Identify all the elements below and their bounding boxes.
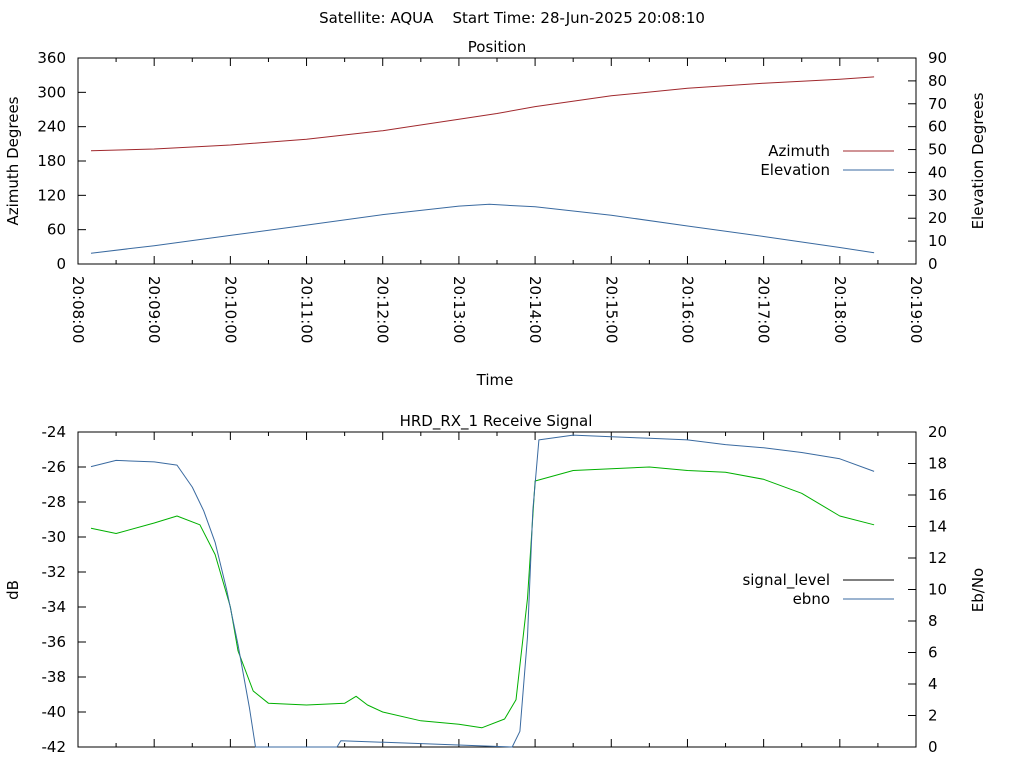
signal-y-tick-label: -32 <box>42 563 67 581</box>
position-x-tick-label: 20:10:00 <box>221 276 239 343</box>
position-chart: Position Azimuth Degrees Elevation Degre… <box>4 38 987 389</box>
position-x-tick-label: 20:14:00 <box>526 276 544 343</box>
position-y2-tick-label: 0 <box>928 255 938 273</box>
signal-chart: HRD_RX_1 Receive Signal dB Eb/No -42 -40 -… <box>4 412 987 756</box>
position-chart-title: Position <box>468 38 526 56</box>
position-y2-tick-label: 60 <box>928 118 947 136</box>
signal-y2-tick-label: 12 <box>928 549 947 567</box>
position-legend: Azimuth Elevation <box>760 142 894 179</box>
signal-y-tick-label: -24 <box>42 423 67 441</box>
position-ticks: 0 60 120 180 240 300 360 0 10 20 30 40 50 60 70 80 90 20:… <box>37 49 947 343</box>
header-title: Satellite: AQUA Start Time: 28-Jun-2025 … <box>319 9 705 27</box>
position-y-tick-label: 360 <box>37 49 66 67</box>
signal-y2-tick-label: 6 <box>928 644 938 662</box>
signal-y-tick-label: -30 <box>42 528 67 546</box>
signal-chart-title: HRD_RX_1 Receive Signal <box>400 412 593 431</box>
signal-y2-tick-label: 14 <box>928 518 947 536</box>
position-x-axis-label: Time <box>476 371 514 389</box>
position-y-tick-label: 240 <box>37 118 66 136</box>
position-x-tick-label: 20:17:00 <box>755 276 773 343</box>
signal-y-tick-label: -26 <box>42 458 67 476</box>
position-x-tick-label: 20:11:00 <box>298 276 316 343</box>
position-series <box>90 76 875 254</box>
position-y-tick-label: 180 <box>37 152 66 170</box>
signal-series <box>90 434 875 748</box>
signal-legend: signal_level ebno <box>742 571 894 608</box>
position-x-tick-label: 20:13:00 <box>450 276 468 343</box>
position-y-tick-label: 60 <box>47 221 66 239</box>
signal-y2-tick-label: 8 <box>928 612 938 630</box>
position-y-tick-label: 0 <box>56 255 66 273</box>
signal-series-signal-level <box>90 466 875 729</box>
signal-y2-tick-label: 16 <box>928 486 947 504</box>
position-y2-axis-label: Elevation Degrees <box>969 92 987 229</box>
position-x-tick-label: 20:15:00 <box>602 276 620 343</box>
legend-label-elevation: Elevation <box>760 161 830 179</box>
position-y2-tick-label: 10 <box>928 232 947 250</box>
signal-y-tick-label: -38 <box>42 668 67 686</box>
signal-y-tick-label: -34 <box>42 598 67 616</box>
signal-plot-frame <box>77 431 917 748</box>
position-x-tick-label: 20:09:00 <box>145 276 163 343</box>
signal-y2-tick-label: 20 <box>928 423 947 441</box>
signal-series-ebno <box>90 434 875 748</box>
signal-y-axis-label: dB <box>4 580 22 600</box>
position-y-axis-label: Azimuth Degrees <box>4 96 22 225</box>
position-y2-tick-label: 30 <box>928 186 947 204</box>
position-y2-tick-label: 90 <box>928 49 947 67</box>
position-x-tick-label: 20:16:00 <box>678 276 696 343</box>
signal-y2-tick-label: 0 <box>928 738 938 756</box>
legend-label-signal-level: signal_level <box>742 571 830 590</box>
legend-label-azimuth: Azimuth <box>768 142 830 160</box>
position-x-tick-label: 20:08:00 <box>69 276 87 343</box>
signal-y2-tick-label: 18 <box>928 455 947 473</box>
signal-y2-tick-label: 4 <box>928 675 938 693</box>
position-y-tick-label: 120 <box>37 186 66 204</box>
position-y2-tick-label: 80 <box>928 72 947 90</box>
legend-label-ebno: ebno <box>793 590 830 608</box>
position-y2-tick-label: 40 <box>928 163 947 181</box>
position-series-azimuth <box>90 76 875 152</box>
position-x-tick-label: 20:12:00 <box>374 276 392 343</box>
position-y2-tick-label: 20 <box>928 209 947 227</box>
signal-y-tick-label: -28 <box>42 493 67 511</box>
position-y2-tick-label: 70 <box>928 95 947 113</box>
signal-y-tick-label: -42 <box>42 738 67 756</box>
position-y2-tick-label: 50 <box>928 141 947 159</box>
signal-y2-tick-label: 2 <box>928 707 938 725</box>
signal-y2-tick-label: 10 <box>928 581 947 599</box>
position-series-elevation <box>90 203 875 254</box>
signal-y-tick-label: -36 <box>42 633 67 651</box>
signal-y-tick-label: -40 <box>42 703 67 721</box>
position-x-tick-label: 20:18:00 <box>831 276 849 343</box>
position-x-tick-label: 20:19:00 <box>907 276 925 343</box>
signal-y2-axis-label: Eb/No <box>969 568 987 612</box>
position-y-tick-label: 300 <box>37 83 66 101</box>
